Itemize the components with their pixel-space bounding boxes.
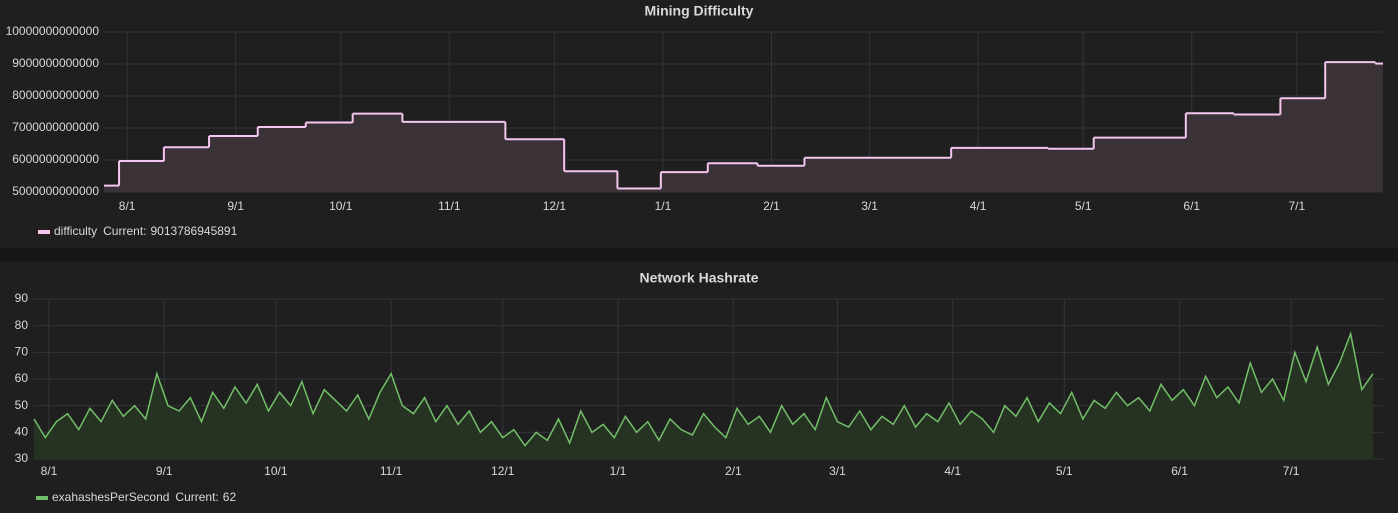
line [33,330,1374,447]
x-tick-label: 8/1 [41,464,58,478]
legend-swatch [36,496,48,500]
y-tick-label: 70 [15,345,29,359]
y-tick-label: 6000000000000 [12,152,99,166]
x-tick-label: 3/1 [829,464,846,478]
chart-title: Network Hashrate [639,270,758,286]
x-tick-label: 5/1 [1056,464,1073,478]
x-tick-label: 7/1 [1289,199,1306,213]
legend-current-value: 62 [223,490,237,504]
y-tick-label: 90 [15,291,29,305]
x-tick-label: 7/1 [1283,464,1300,478]
y-tick-label: 30 [15,451,29,465]
y-tick-label: 10000000000000 [6,24,100,38]
x-tick-label: 12/1 [543,199,567,213]
x-tick-label: 11/1 [380,464,403,478]
x-tick-label: 2/1 [763,199,780,213]
x-tick-label: 4/1 [970,199,987,213]
y-tick-label: 40 [15,425,29,439]
legend-swatch [38,230,50,234]
x-tick-label: 9/1 [156,464,173,478]
x-tick-label: 5/1 [1075,199,1092,213]
area-fill [104,62,1383,192]
chart-title: Mining Difficulty [645,3,754,19]
legend-current-label: Current: [103,224,146,238]
x-tick-label: 3/1 [861,199,878,213]
y-tick-label: 80 [15,318,29,332]
y-tick-label: 60 [15,371,29,385]
panel [0,262,1398,513]
x-tick-label: 10/1 [329,199,353,213]
x-tick-label: 1/1 [610,464,627,478]
y-tick-label: 9000000000000 [12,56,99,70]
y-tick-label: 7000000000000 [12,120,99,134]
x-tick-label: 6/1 [1183,199,1200,213]
y-tick-label: 50 [15,398,29,412]
x-tick-label: 8/1 [119,199,136,213]
y-tick-label: 5000000000000 [12,184,99,198]
x-tick-label: 11/1 [438,199,461,213]
y-tick-label: 8000000000000 [12,88,99,102]
legend-name: difficulty [54,224,97,238]
x-tick-label: 2/1 [725,464,742,478]
x-tick-label: 4/1 [944,464,961,478]
legend-name: exahashesPerSecond [52,490,169,504]
legend-current-label: Current: [175,490,218,504]
x-tick-label: 1/1 [655,199,672,213]
panel [0,0,1398,248]
x-tick-label: 10/1 [264,464,288,478]
legend-current-value: 9013786945891 [151,224,238,238]
x-tick-label: 12/1 [491,464,515,478]
x-tick-label: 9/1 [227,199,244,213]
x-tick-label: 6/1 [1171,464,1188,478]
area-fill [34,333,1373,459]
